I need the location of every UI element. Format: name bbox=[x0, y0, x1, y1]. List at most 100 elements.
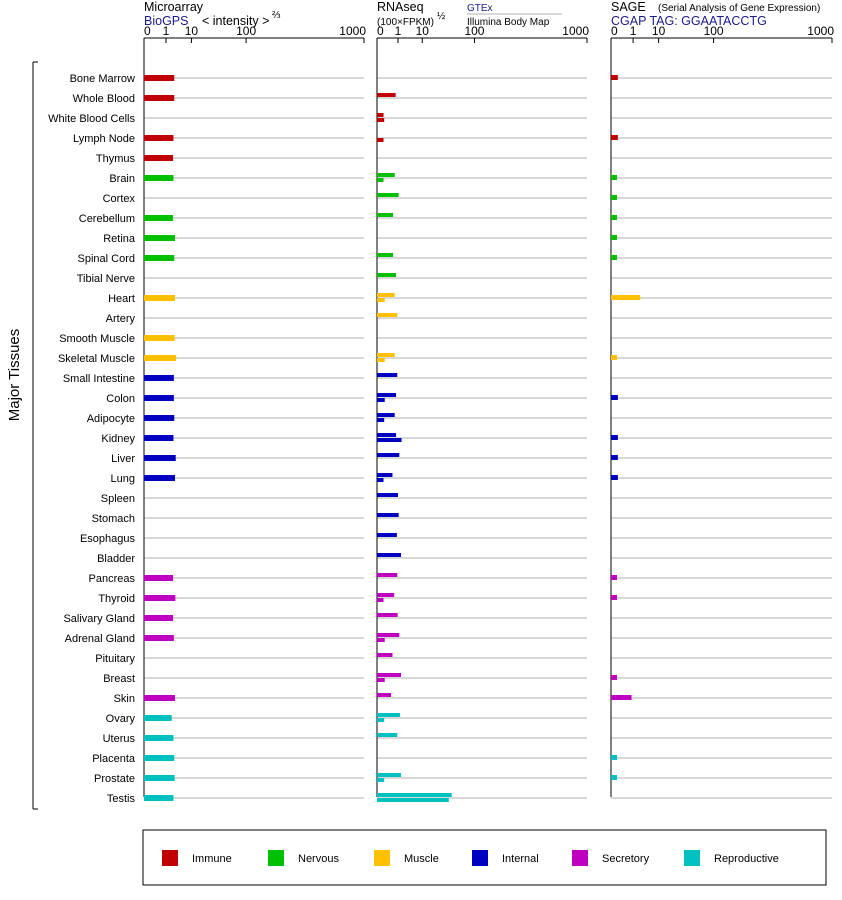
tissue-label: Pituitary bbox=[95, 653, 135, 665]
tissue-label: Adipocyte bbox=[87, 413, 135, 425]
tissue-label: Testis bbox=[107, 793, 136, 805]
tissue-label: Spinal Cord bbox=[78, 253, 135, 265]
tick-label: 1000 bbox=[339, 24, 366, 38]
tissue-label: Tibial Nerve bbox=[77, 273, 135, 285]
tick-label: 1 bbox=[163, 24, 170, 38]
tick-label: 1000 bbox=[562, 24, 589, 38]
microarray-bar bbox=[144, 295, 176, 301]
gtex-bar bbox=[377, 533, 397, 537]
microarray-unit: < intensity > bbox=[202, 14, 269, 28]
microarray-bar bbox=[144, 455, 176, 461]
sage-source: CGAP TAG: GGAATACCTG bbox=[611, 14, 767, 28]
microarray-unit-power: ⅔ bbox=[272, 10, 281, 21]
rnaseq-source-gtex: GTEx bbox=[467, 3, 493, 14]
tick-label: 1000 bbox=[807, 24, 834, 38]
gtex-bar bbox=[377, 773, 402, 777]
microarray-bar bbox=[144, 75, 175, 81]
legend-label-immune: Immune bbox=[192, 853, 232, 865]
gtex-bar bbox=[377, 453, 400, 457]
gtex-bar bbox=[377, 673, 402, 677]
legend-swatch-secretory bbox=[572, 850, 588, 866]
sage-bar bbox=[611, 595, 617, 600]
microarray-bar bbox=[144, 175, 174, 181]
sage-bar bbox=[611, 295, 641, 300]
tick-label: 100 bbox=[464, 24, 484, 38]
tissue-label: Breast bbox=[103, 673, 135, 685]
legend-label-internal: Internal bbox=[502, 853, 539, 865]
y-axis-label: Major Tissues bbox=[6, 329, 23, 422]
sage-bar bbox=[611, 235, 617, 240]
illumina-bar bbox=[377, 418, 385, 422]
tissue-label: Stomach bbox=[92, 513, 135, 525]
legend-label-secretory: Secretory bbox=[602, 853, 650, 865]
sage-bar bbox=[611, 435, 618, 440]
gtex-bar bbox=[377, 433, 397, 437]
gtex-bar bbox=[377, 693, 392, 697]
tissue-label: Thymus bbox=[96, 153, 136, 165]
microarray-bar bbox=[144, 575, 174, 581]
gtex-bar bbox=[377, 493, 398, 497]
microarray-bar bbox=[144, 755, 175, 761]
gtex-bar bbox=[377, 613, 398, 617]
microarray-bar bbox=[144, 255, 175, 261]
tissue-label: Brain bbox=[109, 173, 135, 185]
sage-bar bbox=[611, 255, 617, 260]
legend-label-nervous: Nervous bbox=[298, 853, 339, 865]
illumina-bar bbox=[377, 478, 384, 482]
sage-bar bbox=[611, 215, 617, 220]
rnaseq-unit: (100×FPKM) bbox=[377, 17, 434, 28]
legend-swatch-reproductive bbox=[684, 850, 700, 866]
rnaseq-source-illumina: Illumina Body Map bbox=[467, 17, 550, 28]
gtex-bar bbox=[377, 273, 397, 277]
tissue-label: Prostate bbox=[94, 773, 135, 785]
microarray-bar bbox=[144, 715, 172, 721]
rnaseq-unit-power: ½ bbox=[437, 11, 446, 22]
legend-label-reproductive: Reproductive bbox=[714, 853, 779, 865]
legend-box bbox=[142, 829, 827, 886]
illumina-bar bbox=[377, 118, 385, 122]
microarray-bar bbox=[144, 615, 174, 621]
illumina-bar bbox=[377, 178, 384, 182]
microarray-bar bbox=[144, 735, 174, 741]
tissue-label: Lymph Node bbox=[73, 133, 135, 145]
gtex-bar bbox=[377, 633, 400, 637]
tissue-label: Artery bbox=[106, 313, 136, 325]
tissue-label: Placenta bbox=[92, 753, 136, 765]
microarray-title: Microarray bbox=[144, 0, 204, 14]
tissue-label: Salivary Gland bbox=[63, 613, 135, 625]
microarray-source: BioGPS bbox=[144, 14, 188, 28]
microarray-bar bbox=[144, 395, 174, 401]
sage-bar bbox=[611, 395, 618, 400]
gtex-bar bbox=[377, 113, 384, 117]
illumina-bar bbox=[377, 718, 385, 722]
tissue-label: Bone Marrow bbox=[70, 73, 135, 85]
illumina-bar bbox=[377, 598, 384, 602]
microarray-bar bbox=[144, 435, 174, 441]
microarray-bar bbox=[144, 635, 174, 641]
tissue-label: Heart bbox=[108, 293, 135, 305]
legend-swatch-internal bbox=[472, 850, 488, 866]
gtex-bar bbox=[377, 713, 400, 717]
tissue-label: Skin bbox=[114, 693, 135, 705]
tick-label: 10 bbox=[652, 24, 666, 38]
illumina-bar bbox=[377, 438, 402, 442]
tissue-label: Retina bbox=[103, 233, 136, 245]
tissue-label: Whole Blood bbox=[73, 93, 135, 105]
microarray-bar bbox=[144, 415, 175, 421]
illumina-bar bbox=[377, 798, 449, 802]
microarray-bar bbox=[144, 795, 174, 801]
gtex-bar bbox=[377, 293, 395, 297]
rnaseq-title: RNAseq bbox=[377, 0, 424, 14]
illumina-bar bbox=[377, 398, 385, 402]
tissue-label: Colon bbox=[106, 393, 135, 405]
microarray-bar bbox=[144, 355, 177, 361]
gtex-bar bbox=[377, 413, 395, 417]
gtex-bar bbox=[377, 93, 396, 97]
microarray-bar bbox=[144, 95, 175, 101]
legend-swatch-immune bbox=[162, 850, 178, 866]
microarray-bar bbox=[144, 375, 174, 381]
tissue-label: Adrenal Gland bbox=[65, 633, 135, 645]
gtex-bar bbox=[377, 553, 402, 557]
sage-bar bbox=[611, 695, 632, 700]
illumina-bar bbox=[377, 778, 385, 782]
